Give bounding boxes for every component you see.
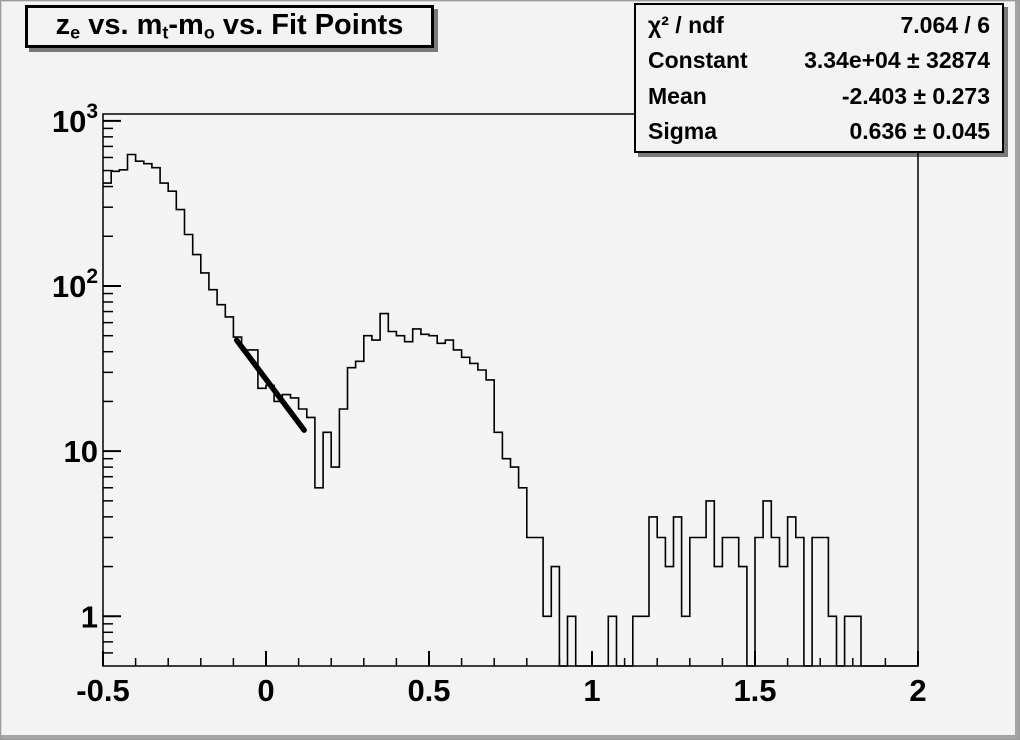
x-tick-label: 0: [257, 673, 274, 708]
y-tick-label: 103: [52, 100, 98, 139]
stat-value: 3.34e+04 ± 32874: [804, 47, 990, 74]
y-tick-label: 10: [64, 434, 98, 469]
stat-label: χ² / ndf: [648, 11, 724, 38]
stat-row-constant: Constant 3.34e+04 ± 32874: [636, 43, 1002, 77]
y-tick-label: 102: [52, 265, 98, 304]
x-tick-label: -0.5: [76, 673, 129, 708]
x-tick-label: 1: [583, 673, 600, 708]
x-tick-label: 2: [909, 673, 926, 708]
stat-row-mean: Mean -2.403 ± 0.273: [636, 79, 1002, 113]
stat-row-chi2: χ² / ndf 7.064 / 6: [636, 8, 1002, 42]
plot-frame: [102, 113, 919, 667]
fit-line: [233, 337, 307, 433]
stat-value: -2.403 ± 0.273: [841, 82, 990, 109]
stat-value: 7.064 / 6: [900, 11, 990, 38]
histogram-line: [103, 153, 918, 667]
stats-box: χ² / ndf 7.064 / 6 Constant 3.34e+04 ± 3…: [634, 3, 1004, 153]
stat-label: Mean: [648, 82, 707, 109]
stat-value: 0.636 ± 0.045: [849, 118, 990, 145]
x-tick-label: 0.5: [407, 673, 450, 708]
stat-label: Constant: [648, 47, 748, 74]
y-tick-label: 1: [81, 599, 98, 634]
axis-labels: -0.5 0 0.5 1 1.5 2 1 10 102 103: [52, 100, 927, 708]
x-tick-label: 1.5: [733, 673, 776, 708]
plot-title: ze vs. mt-mo vs. Fit Points: [55, 9, 404, 43]
title-box: ze vs. mt-mo vs. Fit Points: [25, 5, 434, 48]
stat-row-sigma: Sigma 0.636 ± 0.045: [636, 114, 1002, 148]
stat-label: Sigma: [648, 118, 718, 145]
